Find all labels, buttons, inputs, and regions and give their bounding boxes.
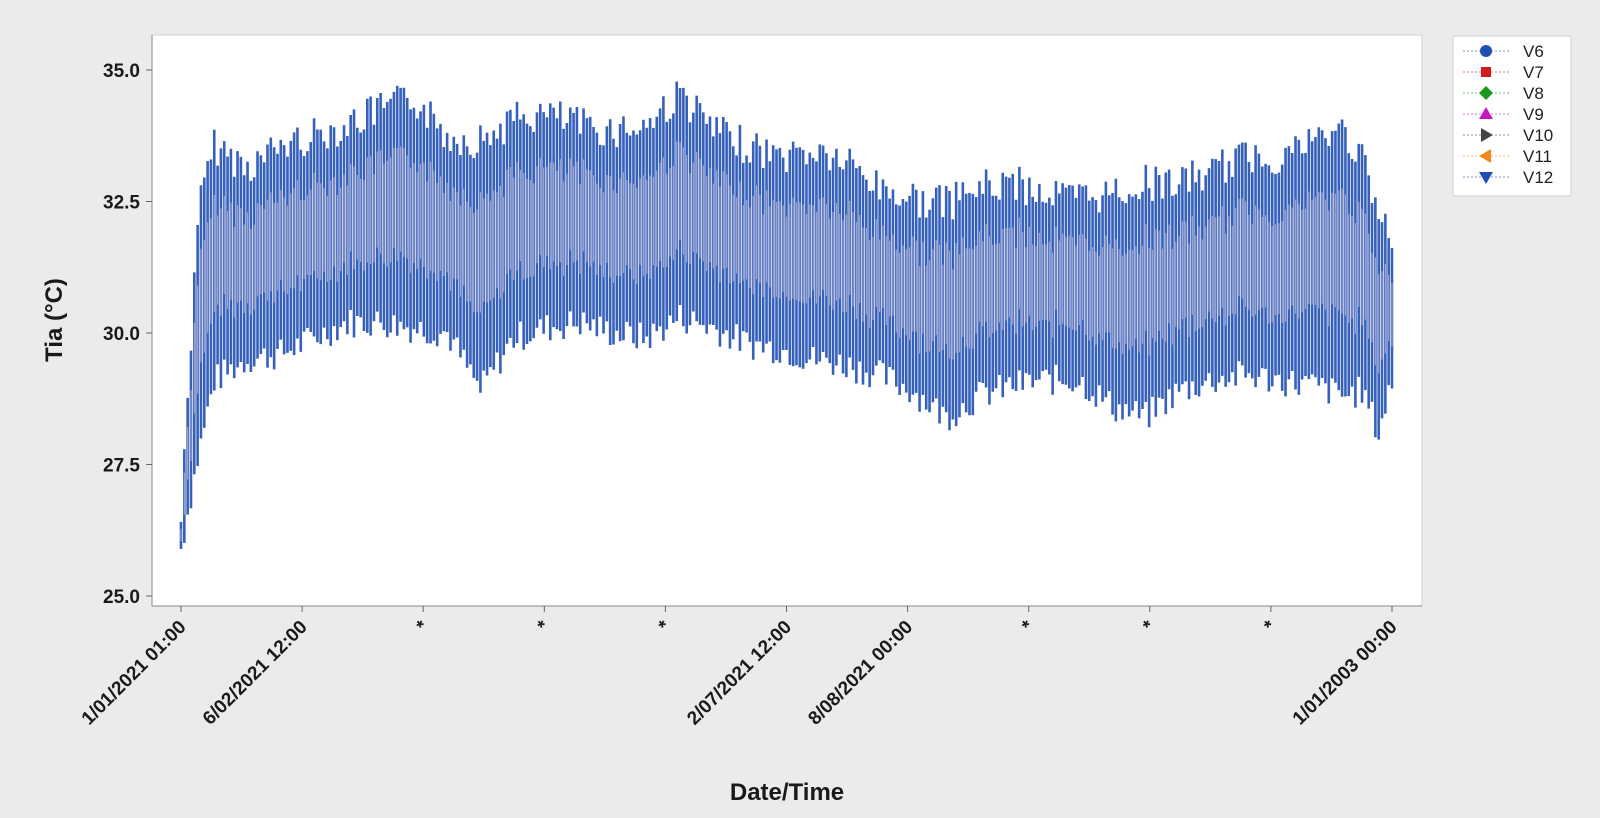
legend-label: V10 <box>1523 126 1553 145</box>
x-tick-label: * <box>655 616 676 637</box>
x-tick-label: * <box>1260 616 1281 637</box>
legend-label: V8 <box>1523 84 1544 103</box>
legend-label: V7 <box>1523 63 1544 82</box>
y-tick-label: 35.0 <box>103 61 140 82</box>
legend-label: V11 <box>1523 147 1552 166</box>
legend-marker-triangle-up <box>1479 107 1493 119</box>
x-axis-title: Date/Time <box>730 779 844 806</box>
x-tick-label: * <box>1139 616 1160 637</box>
legend-marker-triangle-left <box>1479 149 1491 163</box>
legend-marker-triangle-down <box>1479 172 1493 184</box>
legend-marker-square <box>1481 67 1491 77</box>
legend-item: V8 <box>1463 84 1544 103</box>
x-tick-label: * <box>534 616 555 637</box>
x-tick-label: 1/01/2021 01:00 <box>78 617 191 730</box>
x-tick-label: 6/02/2021 12:00 <box>199 617 312 730</box>
legend-marker-triangle-right <box>1481 128 1493 142</box>
legend-marker-diamond <box>1479 86 1493 100</box>
legend-item: V6 <box>1463 42 1544 61</box>
legend-items: V6 V7 V8 V9 V10 V11 V12 <box>1463 42 1553 187</box>
y-tick-label: 27.5 <box>103 456 140 477</box>
legend-item: V7 <box>1463 63 1544 82</box>
legend: V6 V7 V8 V9 V10 V11 V12 <box>1452 35 1572 197</box>
legend-item: V10 <box>1463 126 1553 145</box>
x-tick-label: 8/08/2021 00:00 <box>804 617 917 730</box>
y-axis-title: Tia (°C) <box>41 278 68 362</box>
legend-item: V9 <box>1463 105 1544 124</box>
legend-label: V9 <box>1523 105 1544 124</box>
x-tick-label: * <box>1018 616 1039 637</box>
legend-box <box>1452 35 1572 197</box>
legend-item: V12 <box>1463 168 1553 187</box>
x-tick-label: 1/01/2003 00:00 <box>1289 617 1402 730</box>
x-tick-label: 2/07/2021 12:00 <box>683 617 796 730</box>
y-tick-label: 25.0 <box>103 587 140 608</box>
y-tick-label: 30.0 <box>103 324 140 345</box>
x-tick-label: * <box>413 616 434 637</box>
legend-marker-circle <box>1480 45 1492 57</box>
legend-label: V12 <box>1523 168 1553 187</box>
data-layer <box>179 81 1394 549</box>
legend-label: V6 <box>1523 42 1544 61</box>
y-tick-label: 32.5 <box>103 193 140 214</box>
legend-item: V11 <box>1463 147 1552 166</box>
